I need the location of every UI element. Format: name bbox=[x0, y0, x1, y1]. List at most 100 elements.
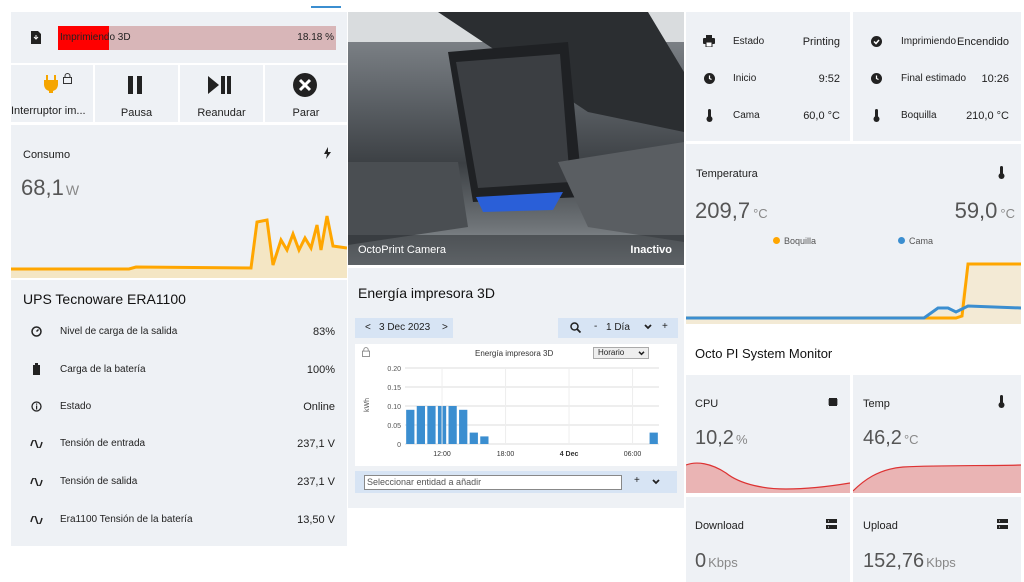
sine-wave-icon bbox=[30, 440, 43, 448]
estado-value: Printing bbox=[802, 36, 840, 48]
download-card[interactable]: Download 0 Kbps bbox=[686, 497, 850, 582]
ups-row-value: 100% bbox=[306, 364, 335, 376]
chevron-down-icon bbox=[638, 351, 645, 356]
upload-value: 152,76 Kbps bbox=[863, 550, 956, 572]
download-label: Download bbox=[695, 520, 744, 532]
check-circle-icon bbox=[871, 36, 882, 47]
entity-input[interactable]: Seleccionar entidad a añadir bbox=[364, 475, 622, 490]
consumo-value: 68,1 W bbox=[21, 175, 80, 200]
progress-label: Imprimiendo 3D bbox=[60, 32, 131, 43]
mode-label: Horario bbox=[598, 348, 625, 357]
boquilla-label: Boquilla bbox=[901, 110, 937, 121]
lock-icon bbox=[63, 73, 72, 84]
zoom-in-button[interactable]: + bbox=[662, 321, 668, 332]
tab-indicator bbox=[311, 6, 341, 8]
legend-dot bbox=[773, 237, 780, 244]
y-tick-label: 0 bbox=[397, 442, 401, 449]
consumo-card[interactable]: Consumo 68,1 W bbox=[11, 125, 347, 278]
upload-card[interactable]: Upload 152,76 Kbps bbox=[853, 497, 1021, 582]
progress-fill bbox=[58, 26, 109, 50]
resume-button[interactable]: Reanudar bbox=[180, 65, 263, 122]
temp-value: 46,2 °C bbox=[863, 427, 919, 449]
cpu-value: 10,2% bbox=[695, 427, 748, 449]
consumo-title: Consumo bbox=[23, 149, 71, 161]
pause-icon bbox=[127, 76, 143, 94]
energy-bar bbox=[406, 409, 415, 444]
final-value: 10:26 bbox=[981, 73, 1009, 85]
progress-bar: Imprimiendo 3D 18.18 % bbox=[58, 26, 336, 50]
info-icon bbox=[31, 401, 42, 412]
x-tick-label: 06:00 bbox=[624, 451, 642, 458]
close-circle-icon bbox=[293, 73, 317, 97]
temp-label: Temp bbox=[863, 398, 890, 410]
thermometer-icon bbox=[706, 109, 713, 122]
stop-button[interactable]: Parar bbox=[265, 65, 347, 122]
energy-bar bbox=[469, 432, 478, 444]
energy-bar bbox=[480, 436, 489, 444]
entity-bar: Seleccionar entidad a añadir + bbox=[355, 471, 677, 493]
energy-chart-area: Energía impresora 3D Horario 0.20 0.15 0.1… bbox=[355, 344, 677, 466]
energy-bar bbox=[416, 406, 426, 444]
boquilla-temp-value: 209,7 °C bbox=[695, 198, 768, 223]
period-picker[interactable]: - 1 Día + bbox=[558, 318, 678, 338]
chevron-down-icon[interactable] bbox=[644, 324, 652, 330]
sine-wave-icon bbox=[30, 478, 43, 486]
server-icon bbox=[997, 519, 1008, 530]
cpu-card[interactable]: CPU 10,2% bbox=[686, 375, 850, 493]
resume-label: Reanudar bbox=[197, 107, 246, 119]
y-tick-label: 0.15 bbox=[387, 385, 401, 392]
ups-row-value: 237,1 V bbox=[297, 476, 335, 488]
zoom-icon[interactable] bbox=[570, 322, 581, 333]
ups-row-value: 13,50 V bbox=[297, 514, 335, 526]
battery-icon bbox=[33, 363, 40, 375]
cama-value: 60,0 °C bbox=[803, 110, 840, 122]
upload-label: Upload bbox=[863, 520, 898, 532]
prev-day-button[interactable]: < bbox=[365, 322, 371, 333]
energy-bar bbox=[427, 406, 436, 444]
ups-row-value: 237,1 V bbox=[297, 438, 335, 450]
download-value: 0 Kbps bbox=[695, 550, 738, 572]
add-entity-button[interactable]: + bbox=[634, 475, 640, 486]
print-progress-card[interactable]: Imprimiendo 3D 18.18 % bbox=[11, 12, 347, 63]
date-picker[interactable]: < 3 Dec 2023 > bbox=[355, 318, 453, 338]
chevron-down-icon[interactable] bbox=[652, 479, 660, 485]
pause-button[interactable]: Pausa bbox=[95, 65, 178, 122]
clock-icon bbox=[871, 73, 882, 84]
entity-placeholder: Seleccionar entidad a añadir bbox=[367, 477, 482, 487]
thermometer-icon bbox=[998, 166, 1005, 179]
ups-row-label: Carga de la batería bbox=[60, 364, 146, 375]
consumo-sparkline bbox=[11, 215, 347, 278]
server-icon bbox=[826, 519, 837, 530]
cpu-sparkline bbox=[686, 462, 850, 493]
monitor-title: Octo PI System Monitor bbox=[695, 346, 833, 361]
camera-feed[interactable]: OctoPrint Camera Inactivo bbox=[348, 12, 684, 265]
energy-card: Energía impresora 3D < 3 Dec 2023 > - 1 … bbox=[348, 268, 684, 508]
energy-bar bbox=[459, 409, 468, 444]
ups-row-label: Nivel de carga de la salida bbox=[60, 326, 178, 337]
sine-wave-icon bbox=[30, 516, 43, 524]
progress-percent: 18.18 % bbox=[297, 32, 334, 43]
mode-select[interactable]: Horario bbox=[593, 347, 649, 359]
gauge-icon bbox=[31, 326, 42, 337]
zoom-out-button[interactable]: - bbox=[594, 321, 598, 332]
estado-label: Estado bbox=[733, 36, 765, 47]
temp-card[interactable]: Temp 46,2 °C bbox=[853, 375, 1021, 493]
temperature-sparkline bbox=[686, 262, 1021, 324]
file-icon bbox=[31, 31, 41, 44]
switch-button[interactable]: Interruptor im... bbox=[11, 65, 93, 122]
cpu-label: CPU bbox=[695, 398, 719, 410]
temperatura-card[interactable]: Temperatura 209,7 °C 59,0 °C Boquilla Cama bbox=[686, 144, 1021, 324]
energy-title: Energía impresora 3D bbox=[358, 285, 495, 301]
energy-bar-chart: 0.20 0.15 0.10 0.05 0 kWh 12:00 18:00 4 Dec 06:00 bbox=[364, 366, 659, 458]
date-label: 3 Dec 2023 bbox=[379, 322, 431, 333]
legend-dot bbox=[898, 237, 905, 244]
ups-row-label: Tensión de entrada bbox=[60, 438, 146, 449]
next-day-button[interactable]: > bbox=[442, 322, 448, 333]
imprimiendo-label: Imprimiendo bbox=[901, 36, 957, 47]
camera-image bbox=[348, 12, 684, 265]
camera-status: Inactivo bbox=[630, 244, 672, 256]
y-tick-label: 0.10 bbox=[387, 404, 401, 411]
cama-label: Cama bbox=[733, 110, 760, 121]
ups-row-label: Tensión de salida bbox=[60, 476, 138, 487]
inicio-label: Inicio bbox=[733, 73, 757, 84]
